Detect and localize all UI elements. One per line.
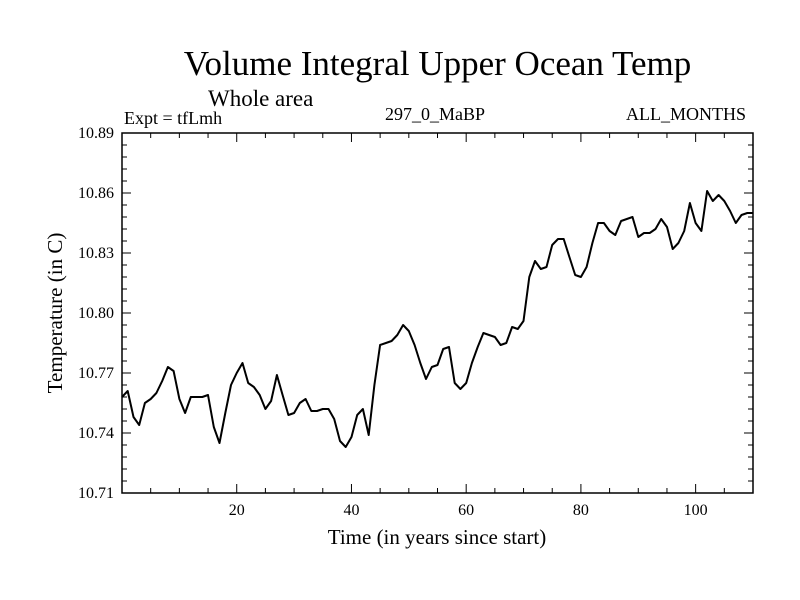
x-tick-label: 100	[684, 502, 708, 519]
months-label: ALL_MONTHS	[626, 104, 746, 124]
y-axis-label: Temperature (in C)	[43, 233, 67, 394]
x-tick-label: 20	[229, 502, 245, 519]
y-tick-label: 10.80	[78, 305, 114, 322]
chart-title: Volume Integral Upper Ocean Temp	[183, 44, 692, 83]
x-axis-label: Time (in years since start)	[328, 525, 547, 549]
plot-frame	[121, 132, 754, 494]
y-tick-label: 10.83	[78, 245, 114, 262]
x-tick-label: 80	[573, 502, 589, 519]
y-tick-label: 10.86	[78, 185, 114, 202]
y-tick-label: 10.74	[78, 425, 114, 442]
y-tick-label: 10.89	[78, 125, 114, 142]
y-tick-label: 10.71	[78, 485, 114, 502]
x-tick-label: 60	[458, 502, 474, 519]
series-line-tfLmh	[121, 190, 753, 448]
y-tick-label: 10.77	[78, 365, 114, 382]
x-tick-label: 40	[343, 502, 359, 519]
axis-ticks	[122, 133, 753, 493]
tick-labels: 20 40 60 80 100 10.71 10.74 10.77 10.80 10.83 10.8…	[78, 125, 708, 519]
experiment-label: Expt = tfLmh	[124, 108, 223, 128]
period-label: 297_0_MaBP	[385, 104, 486, 124]
chart-subtitle: Whole area	[208, 86, 314, 111]
